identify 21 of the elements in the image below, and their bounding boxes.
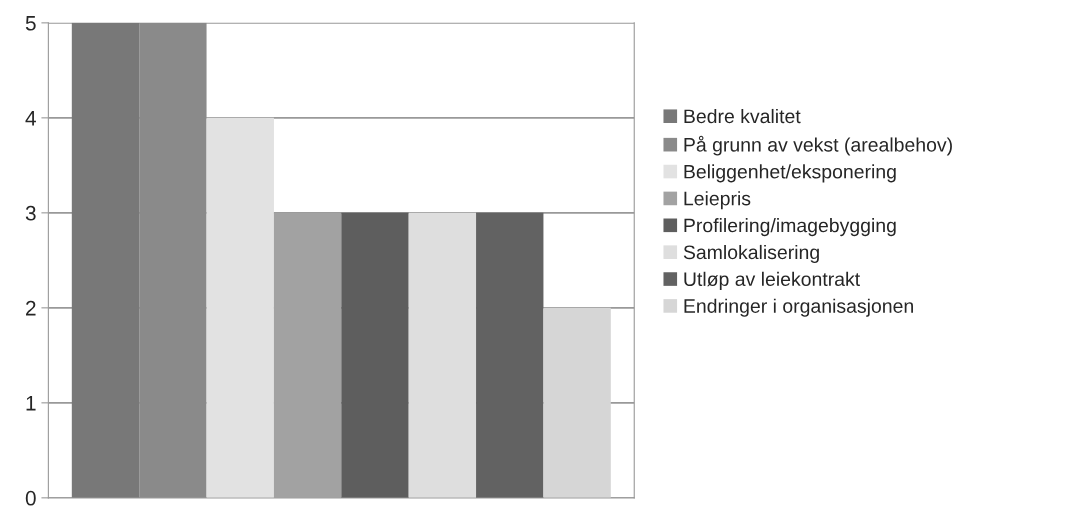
bar [206,117,274,498]
legend-label: Bedre kvalitet [684,108,801,124]
legend-label: Leiepris [684,191,751,210]
legend-label: Beliggenhet/eksponering [684,164,896,183]
bar [139,22,207,498]
bar [71,22,140,498]
legend-label: Profilering/imagebygging [684,218,896,237]
legend-label: Samlokalisering [683,244,819,264]
bar [476,212,544,498]
y-tick-label: 2 [26,300,36,316]
legend-label: Utløp av leiekontrakt [684,271,860,290]
y-tick-label: 1 [26,396,36,411]
bar [408,212,477,498]
legend-label: På grunn av vekst (arealbehov) [684,135,952,156]
bar [543,307,611,498]
y-tick-label: 4 [25,111,36,126]
legend-label: Endringer i organisasjonen [684,298,913,317]
bar [341,212,409,498]
y-tick-label: 0 [25,490,36,506]
y-tick-label: 5 [25,16,36,31]
y-tick-label: 3 [25,205,36,221]
